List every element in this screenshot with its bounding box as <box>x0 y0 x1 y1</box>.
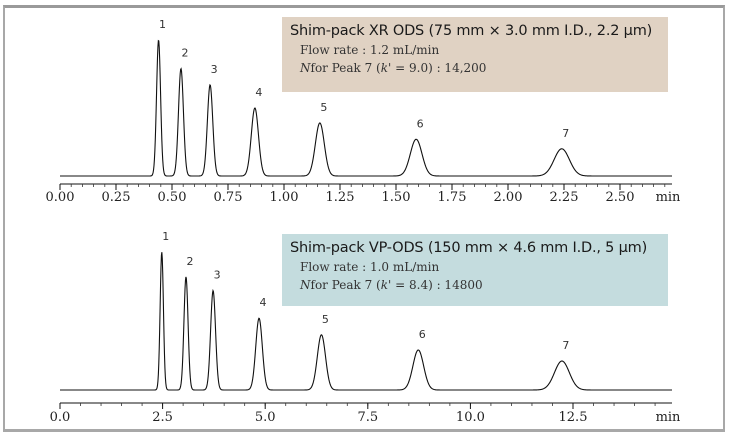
peak-label-5: 5 <box>320 101 327 114</box>
figure-frame <box>3 5 725 432</box>
plate-number-top: Nfor Peak 7 (k' = 9.0) : 14,200 <box>290 59 668 77</box>
k-symbol: k' <box>380 278 392 292</box>
x-tick-label: 0.0 <box>50 410 71 425</box>
x-tick-label: 10.0 <box>456 410 485 425</box>
column-info-box-bottom: Shim-pack VP-ODS (150 mm × 4.6 mm I.D., … <box>282 234 668 306</box>
peak-label-1: 1 <box>162 230 169 243</box>
x-tick-label: 1.25 <box>326 190 355 205</box>
x-tick-label: 1.00 <box>270 190 299 205</box>
x-tick-label: 5.0 <box>255 410 276 425</box>
x-tick-label: 2.50 <box>606 190 635 205</box>
peak-label-3: 3 <box>211 63 218 76</box>
plate-number-mid: for Peak 7 ( <box>310 61 381 75</box>
peak-label-3: 3 <box>214 269 221 282</box>
x-axis-unit-label: min <box>656 190 681 205</box>
peak-label-6: 6 <box>419 328 426 341</box>
chromatogram-trace <box>60 252 672 391</box>
x-tick-label: 0.75 <box>214 190 243 205</box>
k-symbol: k' <box>380 61 392 75</box>
column-info-box-top: Shim-pack XR ODS (75 mm × 3.0 mm I.D., 2… <box>282 17 668 92</box>
x-tick-label: 1.75 <box>438 190 467 205</box>
column-title-bottom: Shim-pack VP-ODS (150 mm × 4.6 mm I.D., … <box>290 240 648 256</box>
x-tick-label: 7.5 <box>357 410 378 425</box>
flow-rate-bottom: Flow rate : 1.0 mL/min <box>300 260 440 274</box>
peak-label-7: 7 <box>562 127 569 140</box>
peak-label-6: 6 <box>417 117 424 130</box>
x-tick-label: 2.25 <box>550 190 579 205</box>
chromatogram-bottom: 1 2 3 4 5 6 7 0.0 2.5 5.0 7.5 10.0 12.5 min <box>50 230 681 425</box>
x-tick-label: 2.00 <box>494 190 523 205</box>
plate-number-value: = 8.4) : 14800 <box>391 278 483 292</box>
flow-rate-top: Flow rate : 1.2 mL/min <box>300 43 440 57</box>
x-tick-label: 0.50 <box>158 190 187 205</box>
peak-label-4: 4 <box>260 296 267 309</box>
plate-number-bottom: Nfor Peak 7 (k' = 8.4) : 14800 <box>290 276 668 294</box>
peak-label-2: 2 <box>181 47 188 60</box>
peak-label-2: 2 <box>186 255 193 268</box>
peak-label-5: 5 <box>322 313 329 326</box>
chromatogram-trace <box>60 39 672 177</box>
x-tick-label: 12.5 <box>559 410 588 425</box>
plate-number-mid: for Peak 7 ( <box>310 278 381 292</box>
x-tick-label: 1.50 <box>382 190 411 205</box>
peak-label-7: 7 <box>562 339 569 352</box>
column-title-top: Shim-pack XR ODS (75 mm × 3.0 mm I.D., 2… <box>290 23 653 39</box>
x-tick-label: 0.25 <box>102 190 131 205</box>
x-tick-label: 0.00 <box>46 190 75 205</box>
x-tick-label: 2.5 <box>152 410 173 425</box>
peak-label-1: 1 <box>159 18 166 31</box>
n-symbol: N <box>300 61 311 75</box>
peak-label-4: 4 <box>255 86 262 99</box>
n-symbol: N <box>300 278 311 292</box>
plate-number-value: = 9.0) : 14,200 <box>391 61 487 75</box>
chromatogram-top: 1 2 3 4 5 6 7 0.00 0.25 0.50 0.75 1.00 1.25 1.50 1.75 2… <box>46 18 682 205</box>
x-axis-unit-label: min <box>656 410 681 425</box>
